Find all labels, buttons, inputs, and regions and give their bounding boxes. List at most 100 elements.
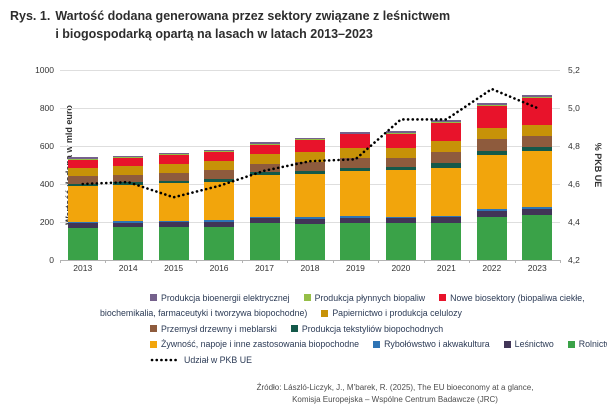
bar-segment bbox=[67, 176, 98, 184]
legend-row: Udział w PKB UE bbox=[0, 352, 607, 368]
bar-segment bbox=[385, 132, 416, 134]
bar-segment bbox=[522, 135, 553, 148]
bar-segment bbox=[431, 222, 462, 260]
legend-label: Papiernictwo i produkcja celulozy bbox=[332, 308, 462, 319]
x-axis-tickmark bbox=[287, 260, 289, 263]
x-axis-tickmark bbox=[332, 260, 334, 263]
x-axis-tick: 2019 bbox=[345, 263, 365, 273]
bar-segment bbox=[158, 180, 189, 184]
legend-label: Produkcja płynnych biopaliw bbox=[314, 292, 426, 303]
stacked-bar-2020 bbox=[385, 130, 416, 260]
bar-segment bbox=[340, 133, 371, 135]
bar-segment bbox=[476, 208, 507, 211]
bar-segment bbox=[249, 222, 280, 260]
bar-segment bbox=[431, 163, 462, 169]
bar-segment bbox=[158, 163, 189, 173]
bar-segment bbox=[158, 152, 189, 155]
bar-segment bbox=[385, 166, 416, 170]
bar-segment bbox=[340, 148, 371, 159]
source-line-1: Źródło: László-Liczyk, J., M’barek, R. (… bbox=[256, 383, 534, 392]
bar-segment bbox=[295, 139, 325, 140]
bar-segment bbox=[476, 210, 507, 217]
x-axis-tick: 2017 bbox=[255, 263, 274, 273]
gdp-share-dotted-line bbox=[81, 87, 539, 199]
legend-item: biochemikalia, farmaceutyki i tworzywa b… bbox=[100, 308, 307, 318]
bar-segment bbox=[385, 147, 416, 158]
bar-segment bbox=[204, 226, 235, 260]
bar-segment bbox=[204, 220, 235, 222]
x-axis-tick: 2015 bbox=[164, 263, 184, 273]
bar-segment bbox=[340, 217, 371, 223]
bar-segment bbox=[249, 163, 280, 173]
legend-swatch bbox=[439, 294, 447, 302]
legend-row: Żywność, napoje i inne zastosowania biop… bbox=[0, 337, 607, 353]
bar-segment bbox=[158, 172, 189, 181]
stacked-bar-2018 bbox=[295, 137, 325, 260]
bar-segment bbox=[204, 151, 235, 152]
legend-label: Udział w PKB UE bbox=[184, 354, 252, 365]
bar-segment bbox=[385, 216, 416, 219]
gridline bbox=[60, 108, 560, 109]
bar-segment bbox=[67, 227, 98, 260]
bar-segment bbox=[158, 183, 189, 222]
legend-item: Rolnictwo bbox=[567, 339, 607, 350]
legend-label: Produkcja bioenergii elektrycznej bbox=[161, 292, 290, 303]
bar-segment bbox=[340, 216, 371, 218]
x-axis-tickmark bbox=[105, 260, 107, 263]
bar-segment bbox=[431, 168, 462, 216]
x-axis-tick: 2013 bbox=[73, 263, 93, 273]
x-axis-tick: 2023 bbox=[527, 263, 547, 273]
y-axis-label-right: % PKB UE bbox=[593, 142, 603, 188]
legend-label: Rybołówstwo i akwakultura bbox=[384, 339, 490, 350]
bar-segment bbox=[431, 120, 462, 122]
legend-item: Żywność, napoje i inne zastosowania biop… bbox=[150, 339, 359, 349]
legend-swatch bbox=[373, 340, 381, 348]
bar-segment bbox=[113, 157, 144, 166]
legend-row: biochemikalia, farmaceutyki i tworzywa b… bbox=[0, 306, 607, 322]
bar-segment bbox=[158, 154, 189, 164]
bar-segment bbox=[476, 154, 507, 209]
legend-row: Produkcja bioenergii elektrycznej Produkc… bbox=[0, 290, 607, 306]
legend-swatch bbox=[150, 294, 157, 302]
bar-segment bbox=[67, 167, 98, 177]
bar-segment bbox=[295, 137, 325, 140]
bar-segment bbox=[385, 157, 416, 167]
legend-label: Rolnictwo bbox=[578, 339, 607, 350]
bar-segment bbox=[522, 151, 553, 208]
bar-segment bbox=[295, 217, 325, 219]
x-axis-tick: 2022 bbox=[482, 263, 502, 273]
bar-segment bbox=[67, 159, 98, 168]
legend-label: Nowe biosektory (biopaliwa ciekłe, bbox=[450, 292, 585, 303]
bar-segment bbox=[113, 221, 144, 223]
bar-segment bbox=[476, 103, 507, 106]
bar-segment bbox=[385, 218, 416, 223]
x-axis-tickmark bbox=[423, 260, 425, 263]
bar-segment bbox=[249, 154, 280, 164]
y-axis-tick-left: 1000 bbox=[35, 65, 54, 75]
bar-segment bbox=[431, 123, 462, 142]
bar-segment bbox=[476, 105, 507, 107]
bar-segment bbox=[204, 161, 235, 171]
bar-segment bbox=[340, 171, 371, 217]
legend-label: Produkcja tekstyliów biopochodnych bbox=[301, 323, 444, 334]
legend-swatch bbox=[321, 309, 329, 317]
bar-segment bbox=[385, 133, 416, 148]
bar-segment bbox=[340, 131, 371, 134]
legend-item: Rybołówstwo i akwakultura bbox=[373, 339, 490, 349]
x-axis-tickmark bbox=[560, 260, 561, 263]
bar-segment bbox=[431, 215, 462, 218]
y-axis-tick-right: 5,0 bbox=[568, 103, 580, 113]
bar-segment bbox=[340, 134, 371, 149]
bar-segment bbox=[158, 154, 189, 155]
y-axis-tick-right: 4,8 bbox=[568, 141, 580, 151]
legend-item: Nowe biosektory (biopaliwa ciekłe, bbox=[439, 292, 585, 303]
bar-segment bbox=[113, 174, 144, 183]
bar-segment bbox=[431, 121, 462, 124]
legend-label: Leśnictwo bbox=[514, 339, 554, 350]
bar-segment bbox=[522, 95, 553, 98]
bar-segment bbox=[113, 222, 144, 228]
bar-segment bbox=[158, 227, 189, 260]
x-axis-tickmark bbox=[514, 260, 516, 263]
bar-segment bbox=[295, 152, 325, 162]
bar-segment bbox=[204, 151, 235, 162]
